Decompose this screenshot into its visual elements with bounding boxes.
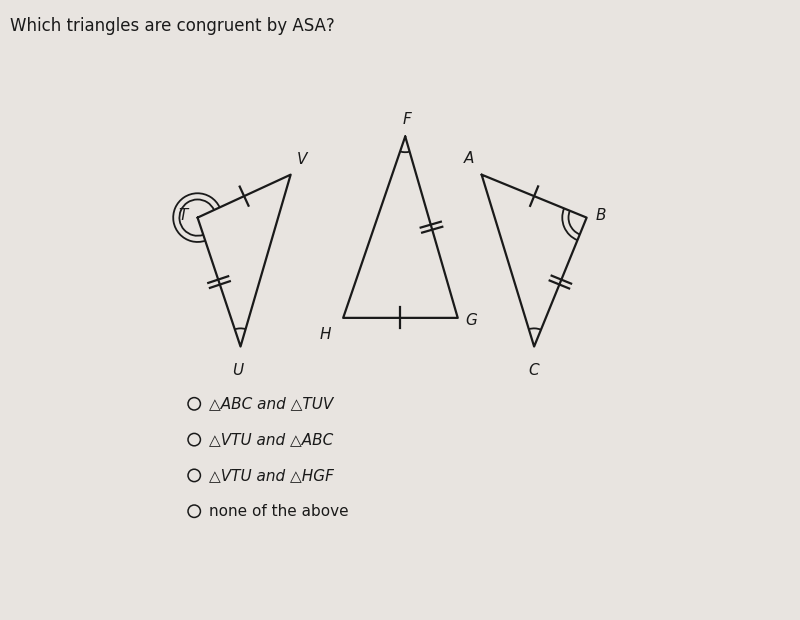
Text: T: T bbox=[178, 208, 188, 223]
Text: none of the above: none of the above bbox=[210, 503, 349, 519]
Text: C: C bbox=[529, 363, 539, 378]
Text: A: A bbox=[464, 151, 474, 166]
Text: B: B bbox=[595, 208, 606, 223]
Text: U: U bbox=[233, 363, 244, 378]
Text: Which triangles are congruent by ASA?: Which triangles are congruent by ASA? bbox=[10, 17, 334, 35]
Text: △VTU and △ABC: △VTU and △ABC bbox=[210, 432, 334, 447]
Text: V: V bbox=[296, 153, 306, 167]
Text: H: H bbox=[320, 327, 331, 342]
Text: G: G bbox=[465, 312, 477, 328]
Text: △VTU and △HGF: △VTU and △HGF bbox=[210, 468, 334, 483]
Text: △ABC and △TUV: △ABC and △TUV bbox=[210, 396, 334, 411]
Text: F: F bbox=[402, 112, 411, 127]
